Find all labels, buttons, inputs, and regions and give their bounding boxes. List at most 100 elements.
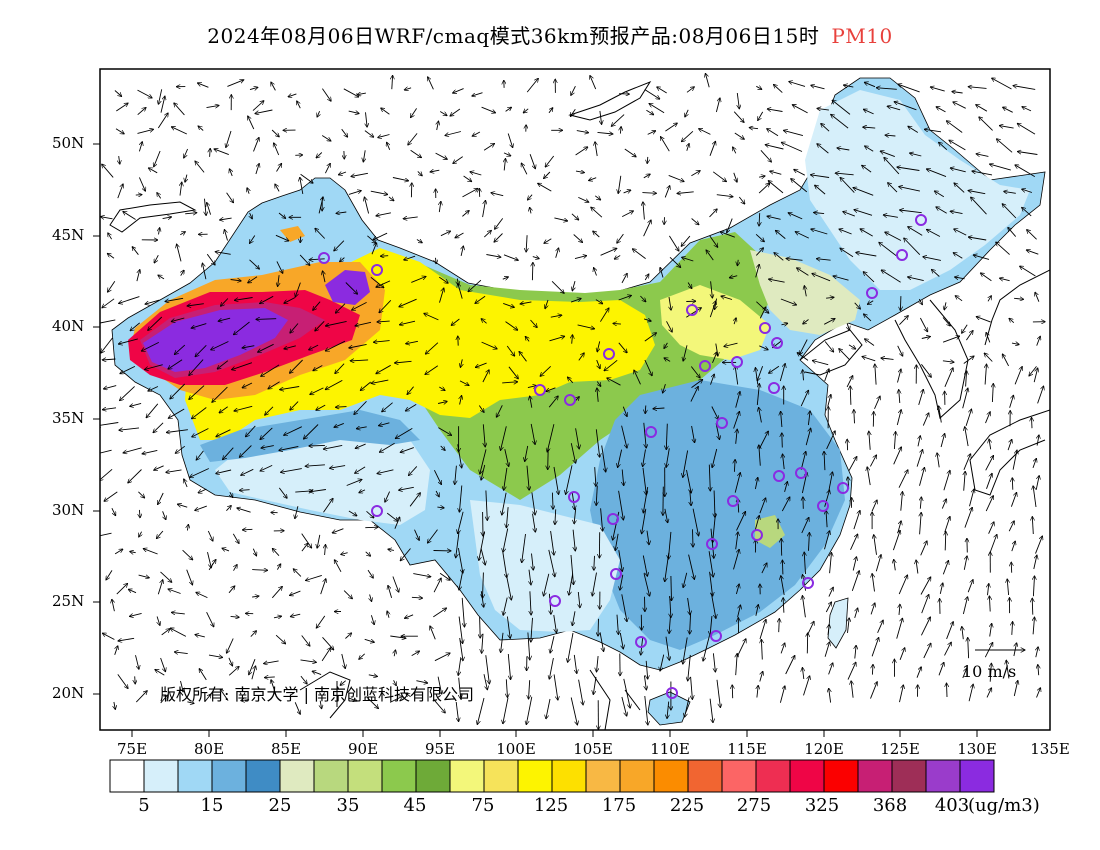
wind-arrow bbox=[839, 349, 850, 360]
wind-arrow bbox=[104, 385, 117, 389]
wind-arrow bbox=[685, 697, 690, 717]
wind-arrow bbox=[325, 320, 347, 326]
wind-arrow bbox=[1035, 476, 1039, 490]
wind-arrow bbox=[355, 321, 372, 326]
wind-arrow bbox=[234, 321, 250, 335]
wind-arrow bbox=[387, 142, 390, 150]
wind-arrow bbox=[250, 235, 256, 244]
wind-arrow bbox=[666, 321, 673, 332]
wind-arrow bbox=[643, 573, 650, 596]
colorbar-tick-label: 175 bbox=[601, 795, 637, 816]
wind-arrow bbox=[180, 182, 182, 196]
wind-arrow bbox=[779, 619, 780, 633]
wind-arrow bbox=[749, 128, 759, 129]
wind-arrow bbox=[734, 132, 745, 139]
wind-arrow bbox=[130, 402, 142, 406]
wind-arrow bbox=[985, 364, 986, 385]
wind-arrow bbox=[175, 445, 186, 453]
wind-arrow bbox=[816, 259, 831, 261]
wind-arrow bbox=[218, 317, 231, 321]
wind-arrow bbox=[850, 534, 858, 550]
wind-arrow bbox=[505, 107, 512, 112]
wind-arrow bbox=[341, 653, 346, 669]
wind-arrow bbox=[865, 339, 875, 346]
wind-arrow bbox=[783, 598, 784, 613]
parameter-label: PM10 bbox=[831, 24, 893, 48]
wind-arrow bbox=[325, 545, 326, 556]
wind-arrow bbox=[348, 697, 358, 701]
wind-arrow bbox=[502, 492, 507, 515]
wind-arrow bbox=[712, 171, 726, 182]
wind-arrow bbox=[323, 271, 326, 283]
wind-arrow bbox=[575, 428, 580, 449]
wind-arrow bbox=[757, 366, 764, 381]
wind-arrow bbox=[457, 444, 462, 468]
wind-arrow bbox=[399, 486, 414, 490]
wind-arrow bbox=[341, 553, 348, 555]
map-field bbox=[100, 73, 1050, 730]
wind-arrow bbox=[320, 579, 326, 595]
wind-arrow bbox=[863, 127, 876, 128]
wind-arrow bbox=[300, 177, 304, 194]
wind-arrow bbox=[506, 679, 507, 697]
wind-arrow bbox=[733, 549, 740, 570]
wind-arrow bbox=[667, 701, 669, 719]
wind-arrow bbox=[494, 233, 503, 243]
wind-arrow bbox=[759, 671, 763, 682]
wind-arrow bbox=[572, 335, 573, 344]
wind-arrow bbox=[315, 228, 326, 239]
wind-arrow bbox=[690, 490, 691, 506]
wind-arrow bbox=[252, 570, 268, 571]
wind-arrow bbox=[833, 276, 849, 281]
wind-arrow bbox=[571, 492, 575, 510]
wind-arrow bbox=[600, 110, 602, 125]
wind-arrow bbox=[690, 386, 698, 402]
wind-arrow bbox=[968, 191, 986, 195]
wind-arrow bbox=[944, 642, 952, 656]
wind-arrow bbox=[884, 157, 900, 175]
wind-arrow bbox=[338, 172, 347, 175]
wind-arrow bbox=[549, 658, 554, 679]
wind-arrow bbox=[120, 386, 135, 400]
wind-arrow bbox=[839, 229, 852, 235]
wind-arrow bbox=[1029, 366, 1037, 376]
wind-arrow bbox=[137, 108, 146, 116]
wind-arrow bbox=[888, 183, 898, 193]
wind-arrow bbox=[682, 257, 694, 262]
wind-arrow bbox=[899, 390, 900, 404]
wind-arrow bbox=[376, 280, 391, 287]
wind-arrow bbox=[187, 702, 194, 704]
wind-arrow bbox=[984, 353, 993, 362]
colorbar-tick-label: 35 bbox=[336, 795, 360, 816]
wind-arrow bbox=[576, 131, 589, 133]
colorbar-swatch bbox=[279, 759, 315, 793]
station-marker bbox=[817, 500, 829, 512]
wind-arrow bbox=[828, 663, 833, 675]
wind-arrow bbox=[757, 685, 758, 698]
wind-arrow bbox=[115, 128, 124, 134]
wind-arrow bbox=[758, 111, 764, 121]
wind-arrow bbox=[309, 259, 325, 260]
wind-arrow bbox=[955, 277, 965, 279]
wind-arrow bbox=[617, 233, 624, 243]
wind-arrow bbox=[297, 101, 301, 109]
wind-arrow bbox=[687, 144, 689, 151]
wind-arrow bbox=[953, 102, 966, 109]
wind-arrow bbox=[529, 569, 531, 585]
wind-arrow bbox=[950, 168, 966, 173]
wind-arrow bbox=[927, 229, 941, 237]
wind-arrow bbox=[853, 188, 874, 196]
wind-arrow bbox=[343, 590, 352, 599]
wind-arrow bbox=[130, 612, 142, 616]
wind-arrow bbox=[618, 295, 632, 301]
wind-arrow bbox=[360, 381, 371, 391]
wind-arrow bbox=[962, 597, 967, 615]
wind-arrow bbox=[721, 296, 733, 300]
wind-arrow bbox=[480, 548, 485, 566]
wind-arrow bbox=[618, 342, 627, 353]
wind-arrow bbox=[1033, 486, 1037, 508]
coastline-caspian bbox=[109, 201, 197, 233]
wind-arrow bbox=[366, 697, 378, 709]
wind-arrow bbox=[278, 487, 287, 498]
wind-arrow bbox=[159, 228, 160, 235]
